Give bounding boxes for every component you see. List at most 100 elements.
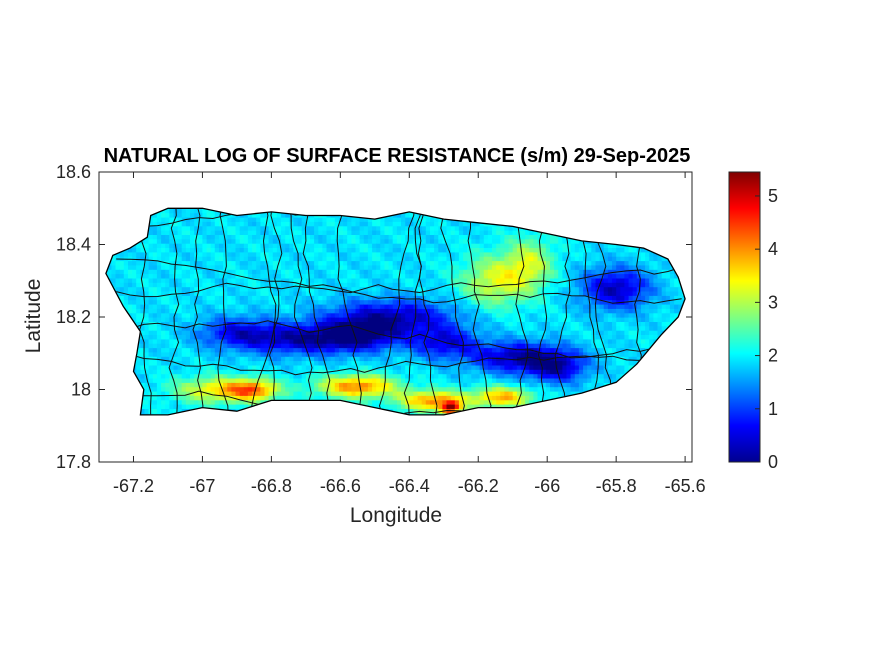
heatmap-cell xyxy=(239,364,245,370)
heatmap-cell xyxy=(425,243,431,248)
heatmap-cell xyxy=(376,395,381,401)
heatmap-cell xyxy=(281,303,286,309)
heatmap-cell xyxy=(434,390,439,396)
heatmap-cell xyxy=(318,256,323,262)
heatmap-cell xyxy=(264,317,270,322)
heatmap-cell xyxy=(223,338,228,344)
heatmap-cell xyxy=(206,356,212,362)
heatmap-cell xyxy=(136,269,141,275)
heatmap-cell xyxy=(256,273,261,279)
heatmap-cell xyxy=(347,225,352,231)
heatmap-cell xyxy=(239,395,245,401)
heatmap-cell xyxy=(446,356,452,362)
heatmap-cell xyxy=(396,404,402,409)
heatmap-cell xyxy=(144,260,150,266)
heatmap-cell xyxy=(479,390,485,396)
heatmap-cell xyxy=(210,351,216,357)
heatmap-cell xyxy=(442,347,448,353)
heatmap-cell xyxy=(148,373,154,379)
heatmap-cell xyxy=(210,338,216,344)
heatmap-cell xyxy=(194,299,199,305)
heatmap-cell xyxy=(260,399,266,405)
heatmap-cell xyxy=(165,408,170,414)
heatmap-cell xyxy=(210,260,216,266)
heatmap-cell xyxy=(401,404,406,409)
heatmap-cell xyxy=(219,325,224,331)
heatmap-cell xyxy=(185,325,191,331)
heatmap-cell xyxy=(161,412,166,415)
heatmap-cell xyxy=(214,216,220,222)
heatmap-cell xyxy=(367,382,373,388)
heatmap-cell xyxy=(239,295,245,301)
heatmap-cell xyxy=(355,377,361,383)
heatmap-cell xyxy=(185,334,191,340)
heatmap-cell xyxy=(401,238,406,244)
heatmap-cell xyxy=(388,273,394,279)
heatmap-cell xyxy=(247,312,253,318)
heatmap-cell xyxy=(434,395,439,401)
heatmap-cell xyxy=(268,216,274,222)
heatmap-cell xyxy=(421,247,427,253)
heatmap-cell xyxy=(483,230,489,235)
heatmap-cell xyxy=(206,399,212,405)
heatmap-cell xyxy=(161,347,166,353)
heatmap-cell xyxy=(231,338,237,344)
heatmap-cell xyxy=(454,290,460,296)
heatmap-cell xyxy=(140,338,146,344)
heatmap-cell xyxy=(169,212,174,218)
heatmap-cell xyxy=(177,260,183,266)
heatmap-cell xyxy=(173,269,179,275)
heatmap-cell xyxy=(148,299,154,305)
heatmap-cell xyxy=(181,386,187,392)
heatmap-cell xyxy=(479,251,485,257)
heatmap-cell xyxy=(376,386,381,392)
heatmap-cell xyxy=(372,230,377,235)
heatmap-cell xyxy=(185,395,191,401)
heatmap-cell xyxy=(181,247,187,253)
heatmap-cell xyxy=(367,308,373,314)
heatmap-cell xyxy=(413,399,419,405)
heatmap-cell xyxy=(219,356,224,362)
heatmap-cell xyxy=(421,321,427,327)
heatmap-cell xyxy=(190,330,195,335)
heatmap-cell xyxy=(235,286,241,292)
heatmap-cell xyxy=(301,356,307,362)
heatmap-cell xyxy=(430,216,435,222)
heatmap-cell xyxy=(310,382,315,388)
heatmap-cell xyxy=(458,308,464,314)
heatmap-cell xyxy=(247,303,253,309)
heatmap-cell xyxy=(185,260,191,266)
heatmap-cell xyxy=(347,286,352,292)
heatmap-cell xyxy=(363,325,369,331)
heatmap-cell xyxy=(210,221,216,227)
heatmap-cell xyxy=(343,230,348,235)
heatmap-cell xyxy=(293,243,299,248)
heatmap-cell xyxy=(185,295,191,301)
heatmap-cell xyxy=(239,251,245,257)
heatmap-cell xyxy=(206,303,212,309)
heatmap-cell xyxy=(223,373,228,379)
heatmap-cell xyxy=(132,260,137,266)
heatmap-cell xyxy=(148,308,154,314)
heatmap-cell xyxy=(359,299,365,305)
heatmap-cell xyxy=(297,264,303,270)
heatmap-cell xyxy=(458,238,464,244)
heatmap-cell xyxy=(363,238,369,244)
heatmap-cell xyxy=(376,373,381,379)
heatmap-cell xyxy=(409,312,414,318)
heatmap-cell xyxy=(214,290,220,296)
heatmap-cell xyxy=(467,256,472,262)
heatmap-cell xyxy=(326,299,332,305)
heatmap-cell xyxy=(417,317,423,322)
heatmap-cell xyxy=(156,247,162,253)
heatmap-cell xyxy=(190,377,195,383)
heatmap-cell xyxy=(421,269,427,275)
heatmap-cell xyxy=(463,347,468,353)
heatmap-cell xyxy=(376,286,381,292)
heatmap-cell xyxy=(330,364,336,370)
heatmap-cell xyxy=(235,251,241,257)
heatmap-cell xyxy=(165,216,170,222)
heatmap-cell xyxy=(314,395,319,401)
heatmap-cell xyxy=(194,290,199,296)
heatmap-cell xyxy=(384,221,390,227)
